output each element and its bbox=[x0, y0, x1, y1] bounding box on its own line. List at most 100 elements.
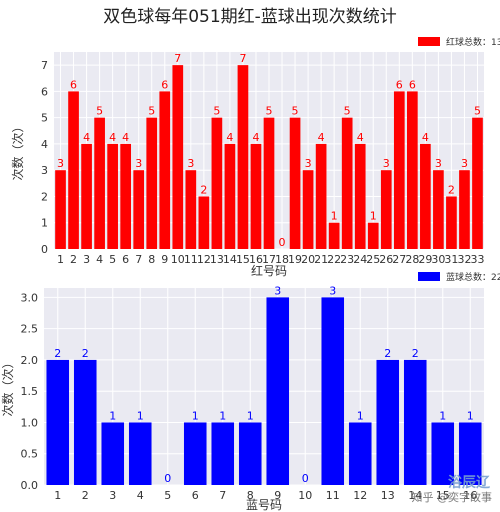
bar bbox=[68, 91, 79, 250]
bar bbox=[73, 359, 97, 485]
bar bbox=[172, 65, 184, 249]
x-tick-label: 17 bbox=[262, 253, 276, 266]
bar-value-label: 6 bbox=[161, 78, 168, 91]
bar bbox=[315, 143, 327, 249]
bar-value-label: 3 bbox=[461, 157, 468, 170]
bar-value-label: 6 bbox=[409, 78, 416, 91]
bar-value-label: 7 bbox=[174, 52, 181, 65]
y-tick-label: 0.5 bbox=[21, 448, 39, 461]
y-tick-label: 4 bbox=[41, 138, 48, 151]
bar bbox=[321, 297, 345, 485]
blue-ball-chart: 0.00.51.01.52.02.53.02122131405161718390… bbox=[0, 271, 500, 512]
bar-value-label: 4 bbox=[83, 131, 90, 144]
bar-value-label: 1 bbox=[109, 409, 116, 422]
x-tick-label: 20 bbox=[301, 253, 315, 266]
bar-value-label: 0 bbox=[302, 472, 309, 485]
bar-value-label: 4 bbox=[318, 131, 325, 144]
x-tick-label: 25 bbox=[366, 253, 380, 266]
bar-value-label: 3 bbox=[57, 157, 64, 170]
y-axis-label: 次数（次） bbox=[0, 356, 15, 416]
bar bbox=[128, 422, 152, 485]
x-tick-label: 15 bbox=[236, 253, 250, 266]
bar bbox=[459, 170, 470, 249]
bar bbox=[101, 422, 125, 485]
x-tick-label: 26 bbox=[379, 253, 393, 266]
y-tick-label: 0 bbox=[41, 243, 48, 256]
y-tick-label: 7 bbox=[41, 59, 48, 72]
bar bbox=[458, 422, 482, 485]
x-tick-label: 19 bbox=[288, 253, 302, 266]
bar-value-label: 6 bbox=[396, 78, 403, 91]
bar bbox=[354, 143, 366, 249]
x-tick-label: 21 bbox=[314, 253, 328, 266]
bar bbox=[328, 222, 340, 249]
bar bbox=[380, 170, 392, 249]
y-tick-label: 3 bbox=[41, 164, 48, 177]
bar bbox=[185, 170, 197, 249]
bar bbox=[376, 359, 400, 485]
x-tick-label: 28 bbox=[405, 253, 419, 266]
x-tick-label: 13 bbox=[381, 489, 395, 502]
x-tick-label: 13 bbox=[210, 253, 224, 266]
x-tick-label: 15 bbox=[436, 489, 450, 502]
bar bbox=[120, 143, 132, 249]
bar-value-label: 1 bbox=[331, 210, 338, 223]
bar-value-label: 3 bbox=[329, 284, 336, 297]
bar-value-label: 1 bbox=[219, 409, 226, 422]
watermark-user: 知乎 @奕字故事 bbox=[411, 491, 493, 504]
x-tick-label: 8 bbox=[247, 489, 254, 502]
y-axis-label: 次数（次） bbox=[10, 120, 25, 180]
bar bbox=[266, 297, 290, 485]
legend-label: 红球总数：132 bbox=[446, 36, 500, 48]
x-tick-label: 27 bbox=[392, 253, 406, 266]
bar-value-label: 1 bbox=[247, 409, 254, 422]
bar-value-label: 5 bbox=[474, 105, 481, 118]
legend-swatch bbox=[418, 272, 440, 281]
x-tick-label: 5 bbox=[109, 253, 116, 266]
bar-value-label: 3 bbox=[383, 157, 390, 170]
bar-value-label: 5 bbox=[213, 105, 220, 118]
y-tick-label: 2.0 bbox=[21, 354, 39, 367]
x-tick-label: 33 bbox=[470, 253, 484, 266]
x-tick-label: 10 bbox=[298, 489, 312, 502]
watermark-site: 浴辰辽 bbox=[448, 475, 490, 491]
bar bbox=[237, 65, 249, 249]
bar-value-label: 5 bbox=[148, 105, 155, 118]
x-axis-label: 蓝号码 bbox=[246, 498, 282, 512]
bar-value-label: 1 bbox=[137, 409, 144, 422]
bar bbox=[238, 422, 262, 485]
x-tick-label: 24 bbox=[353, 253, 367, 266]
bar-value-label: 5 bbox=[292, 105, 299, 118]
bar-value-label: 2 bbox=[412, 347, 419, 360]
bar bbox=[183, 422, 207, 485]
y-tick-label: 2.5 bbox=[21, 323, 39, 336]
bar-value-label: 3 bbox=[187, 157, 194, 170]
bar-value-label: 2 bbox=[448, 183, 455, 196]
legend-label: 蓝球总数：22 bbox=[446, 271, 500, 283]
x-tick-label: 10 bbox=[171, 253, 185, 266]
bar-value-label: 4 bbox=[422, 131, 429, 144]
bar bbox=[107, 143, 118, 249]
bar bbox=[198, 196, 210, 249]
bar bbox=[146, 117, 158, 250]
bar-value-label: 1 bbox=[439, 409, 446, 422]
bar bbox=[289, 117, 301, 250]
y-tick-label: 1.5 bbox=[21, 385, 39, 398]
bar bbox=[133, 170, 145, 249]
x-tick-label: 11 bbox=[326, 489, 340, 502]
bar bbox=[250, 143, 262, 249]
bar bbox=[446, 196, 457, 249]
x-tick-label: 23 bbox=[340, 253, 354, 266]
y-tick-label: 1.0 bbox=[21, 416, 39, 429]
x-tick-label: 30 bbox=[431, 253, 445, 266]
x-tick-label: 16 bbox=[463, 489, 477, 502]
bar-value-label: 6 bbox=[70, 78, 77, 91]
x-tick-label: 31 bbox=[444, 253, 458, 266]
bar bbox=[81, 143, 92, 249]
x-tick-label: 14 bbox=[223, 253, 237, 266]
bar-value-label: 3 bbox=[135, 157, 142, 170]
x-tick-label: 9 bbox=[161, 253, 168, 266]
bar-value-label: 0 bbox=[164, 472, 171, 485]
y-tick-label: 5 bbox=[41, 112, 48, 125]
legend-swatch bbox=[418, 37, 440, 46]
